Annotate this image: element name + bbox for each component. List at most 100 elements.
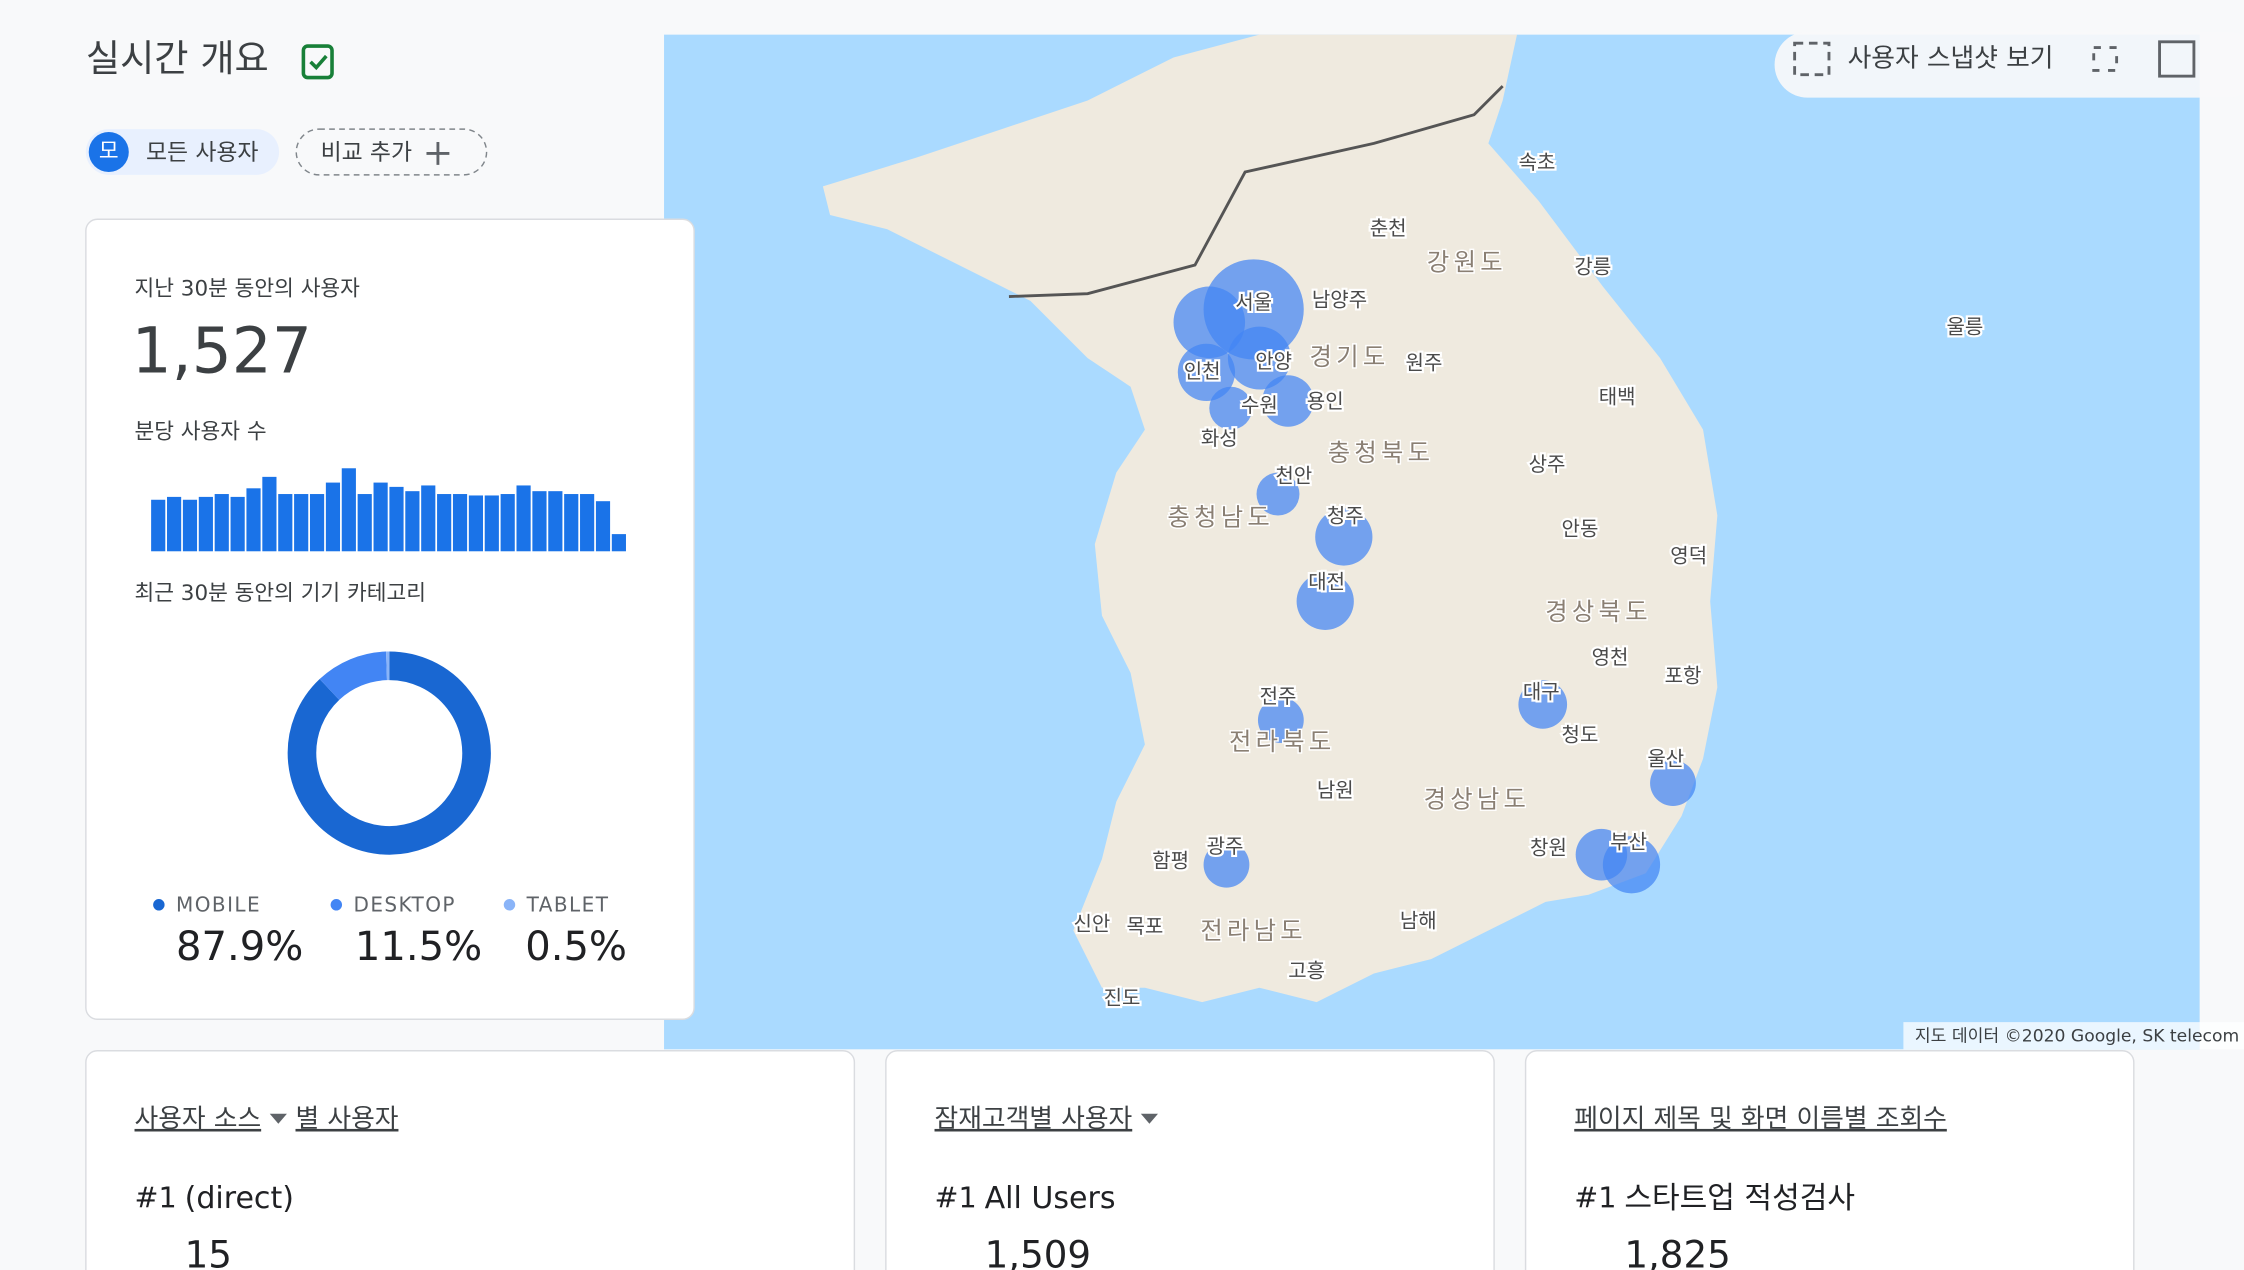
city-label: 창원	[1530, 835, 1567, 859]
city-label: 안동	[1562, 516, 1599, 540]
city-label: 남해	[1400, 908, 1437, 932]
city-label: 서울	[1235, 290, 1272, 314]
city-label: 고흥	[1288, 959, 1325, 983]
bubble	[1227, 326, 1291, 390]
legend-dot	[153, 899, 165, 911]
bar	[373, 482, 388, 552]
city-label: 전주	[1260, 684, 1297, 708]
bubble	[1296, 572, 1354, 630]
bubble	[1262, 375, 1314, 427]
compare-button-bg[interactable]	[295, 128, 488, 176]
city-label: 청도	[1562, 722, 1599, 746]
bar	[500, 494, 515, 552]
bubble	[1173, 286, 1246, 359]
device-label: 최근 30분 동안의 기기 카테고리	[135, 581, 426, 606]
land	[822, 34, 1718, 1003]
city-label: 남원	[1317, 778, 1354, 802]
region-label: 전라북도	[1229, 727, 1336, 756]
bubble	[1518, 680, 1568, 729]
segment-chip-bg[interactable]	[85, 129, 280, 175]
region-label: 전라남도	[1200, 916, 1307, 945]
bar	[341, 468, 356, 552]
rank: #1	[1574, 1181, 1616, 1215]
top-item: (direct)	[185, 1181, 294, 1216]
legend-label: DESKTOP	[353, 893, 455, 917]
card-title[interactable]: 사용자 소스	[135, 1104, 262, 1134]
dropdown-arrow	[1140, 1113, 1159, 1124]
bar	[357, 494, 372, 552]
region-label: 강원도	[1427, 248, 1507, 277]
city-label: 상주	[1529, 452, 1566, 476]
top-value: 1,825	[1624, 1232, 1730, 1270]
users-total: 1,527	[132, 314, 312, 387]
border-line	[1008, 85, 1504, 298]
city-label: 원주	[1406, 350, 1443, 374]
bar	[389, 486, 404, 552]
bar	[325, 482, 341, 552]
bubble	[1315, 508, 1373, 566]
city-label: 수원	[1241, 393, 1278, 417]
rank: #1	[935, 1181, 977, 1215]
card	[85, 1050, 856, 1270]
city-label: 천안	[1275, 463, 1312, 487]
users-card	[85, 218, 695, 1020]
city-label: 울산	[1647, 747, 1684, 771]
city-label: 남양주	[1312, 287, 1367, 311]
card-title[interactable]: 잠재고객별 사용자	[935, 1104, 1133, 1134]
city-label: 대전	[1308, 569, 1345, 593]
region-label: 충청북도	[1328, 438, 1435, 467]
snapshot-button[interactable]: 사용자 스냅샷 보기	[1848, 43, 2054, 73]
device-value: 11.5%	[355, 924, 482, 970]
card-title-suffix: 별 사용자	[296, 1104, 399, 1134]
customize-button[interactable]	[2158, 40, 2196, 78]
top-item: 스타트업 적성검사	[1624, 1181, 1855, 1216]
bar	[548, 491, 563, 552]
bubble	[1203, 841, 1250, 888]
device-donut: MOBILE 87.9% DESKTOP 11.5% TABLET 0.5%	[153, 651, 627, 970]
bar	[564, 494, 579, 552]
city-label: 화성	[1201, 426, 1238, 450]
bar	[214, 494, 229, 552]
bar	[294, 494, 309, 552]
bar	[262, 476, 277, 552]
top-value: 1,509	[985, 1232, 1091, 1270]
users-label: 지난 30분 동안의 사용자	[135, 276, 361, 301]
region-label: 경상북도	[1545, 597, 1652, 626]
dropdown-arrow	[269, 1113, 287, 1124]
bar	[309, 494, 325, 552]
compare-button[interactable]: 비교 추가	[321, 140, 412, 166]
verified-check	[309, 54, 328, 71]
city-label: 인천	[1184, 359, 1221, 383]
bar	[468, 495, 484, 552]
add-icon	[426, 141, 450, 165]
city-label: 태백	[1599, 385, 1636, 409]
bar	[532, 491, 547, 552]
per-minute-label: 분당 사용자 수	[135, 419, 267, 444]
city-label: 진도	[1104, 986, 1141, 1010]
bar	[151, 499, 166, 552]
top-value: 15	[185, 1232, 232, 1270]
bar	[278, 494, 293, 552]
bar	[611, 534, 626, 552]
bar	[230, 496, 245, 552]
city-label: 영덕	[1670, 544, 1707, 568]
map-toolbar	[1774, 31, 2244, 98]
city-label: 신안	[1074, 911, 1111, 935]
top-item: All Users	[985, 1181, 1116, 1216]
page-title: 실시간 개요	[86, 36, 269, 80]
segment-chip[interactable]: 모든 사용자	[146, 140, 259, 166]
bubble	[1257, 697, 1304, 744]
city-label: 부산	[1610, 830, 1647, 854]
attribution-bg	[1903, 1022, 2244, 1050]
user-bubbles	[1173, 259, 1696, 894]
card-title[interactable]: 페이지 제목 및 화면 이름별 조회수	[1574, 1104, 1947, 1134]
fullscreen-button[interactable]	[2092, 46, 2119, 72]
device-value: 87.9%	[176, 924, 303, 970]
card	[1524, 1050, 2135, 1270]
city-label: 용인	[1307, 389, 1344, 413]
bubble	[1177, 343, 1236, 402]
region-label: 경기도	[1310, 342, 1390, 371]
